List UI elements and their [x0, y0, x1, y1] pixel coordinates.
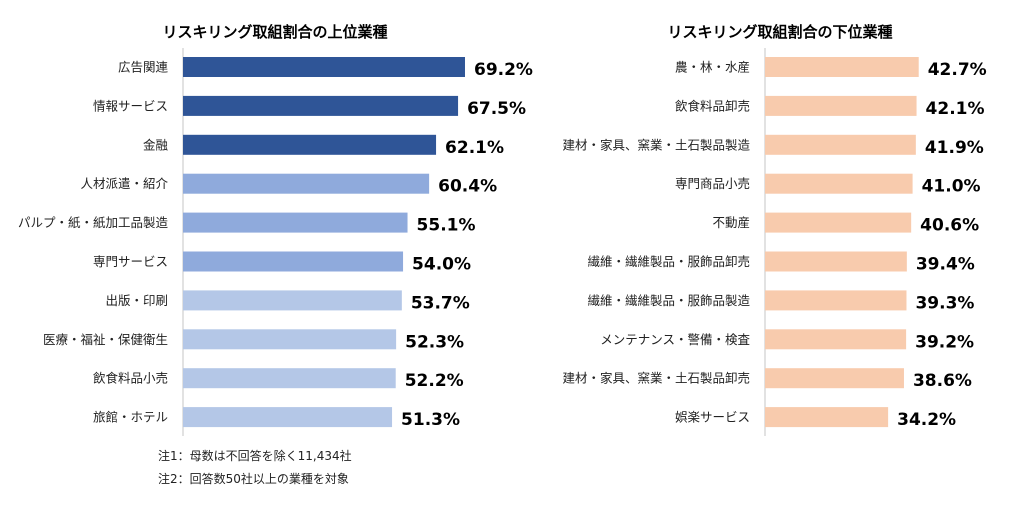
bottom-bar [765, 95, 917, 116]
bottom-value-label: 34.2% [897, 410, 956, 430]
top-category-label: 広告関連 [118, 60, 169, 75]
top-category-label: 情報サービス [93, 98, 168, 113]
bottom-chart-title: リスキリング取組割合の下位業種 [667, 23, 892, 41]
bottom-bar [765, 173, 913, 194]
top-value-label: 55.1% [417, 216, 476, 236]
top-bar [183, 290, 402, 311]
bottom-value-label: 39.3% [915, 293, 974, 313]
bottom-category-label: 娯楽サービス [675, 410, 750, 425]
bottom-value-label: 41.0% [922, 177, 981, 197]
top-category-label: 金融 [143, 137, 169, 152]
bottom-category-label: 建材・家具、窯業・土石製品製造 [562, 137, 750, 152]
top-bar [183, 95, 459, 116]
top-value-label: 53.7% [411, 293, 470, 313]
bottom-value-label: 42.1% [926, 99, 985, 119]
bottom-value-label: 41.9% [925, 138, 984, 158]
top-category-label: パルプ・紙・紙加工品製造 [18, 215, 169, 230]
note-1: 注1：母数は不回答を除く11,434社 [158, 449, 352, 463]
top-bar [183, 57, 465, 77]
bottom-value-label: 39.2% [915, 332, 974, 352]
top-category-label: 人材派遣・紹介 [80, 176, 168, 191]
top-category-label: 医療・福祉・保健衛生 [43, 332, 168, 347]
top-value-label: 52.3% [405, 332, 464, 352]
bottom-value-label: 42.7% [928, 60, 987, 80]
top-bar [183, 173, 430, 194]
top-category-label: 旅館・ホテル [93, 410, 168, 425]
bottom-bar [765, 57, 919, 77]
bottom-bar [765, 329, 907, 350]
top-bar [183, 407, 393, 428]
bottom-value-label: 38.6% [913, 371, 972, 391]
top-bar [183, 368, 396, 389]
note-2: 注2：回答数50社以上の業種を対象 [158, 472, 349, 486]
bottom-category-label: メンテナンス・警備・検査 [600, 332, 750, 347]
bottom-bar [765, 134, 916, 155]
bottom-category-label: 飲食料品卸売 [675, 98, 750, 113]
bottom-bar [765, 368, 904, 389]
top-chart-title: リスキリング取組割合の上位業種 [162, 23, 387, 41]
bottom-value-label: 39.4% [916, 255, 975, 275]
top-value-label: 60.4% [438, 177, 497, 197]
bottom-category-label: 建材・家具、窯業・土石製品卸売 [562, 371, 750, 386]
top-category-label: 専門サービス [93, 254, 168, 269]
top-category-label: 飲食料品小売 [93, 371, 168, 386]
bottom-category-label: 不動産 [712, 215, 750, 230]
top-bar [183, 251, 404, 272]
bottom-bar [765, 212, 912, 233]
top-bar [183, 212, 408, 233]
bottom-bar [765, 407, 889, 428]
top-category-label: 出版・印刷 [105, 293, 168, 308]
top-value-label: 51.3% [401, 410, 460, 430]
top-value-label: 52.2% [405, 371, 464, 391]
top-bar [183, 329, 397, 350]
top-value-label: 69.2% [474, 60, 533, 80]
bottom-value-label: 40.6% [920, 216, 979, 236]
bottom-bar [765, 251, 907, 272]
bottom-category-label: 繊維・繊維製品・服飾品製造 [587, 293, 750, 308]
top-value-label: 62.1% [445, 138, 504, 158]
top-value-label: 54.0% [412, 255, 471, 275]
top-value-label: 67.5% [467, 99, 526, 119]
top-bar [183, 134, 437, 155]
bottom-category-label: 専門商品小売 [675, 176, 750, 191]
bottom-category-label: 繊維・繊維製品・服飾品卸売 [587, 254, 750, 269]
bottom-category-label: 農・林・水産 [675, 60, 750, 75]
bottom-bar [765, 290, 907, 311]
